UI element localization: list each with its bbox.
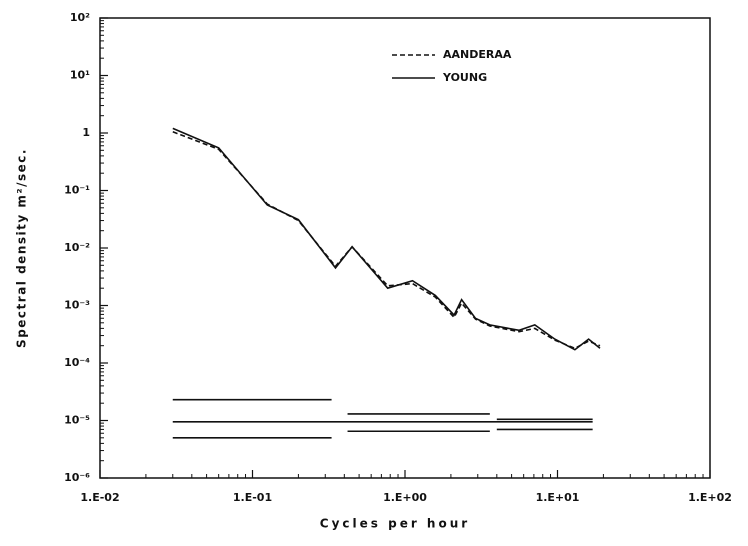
x-tick-label: 1.E+01 xyxy=(536,491,580,504)
y-tick-label: 10⁻⁵ xyxy=(64,414,90,427)
x-axis-label: Cycles per hour xyxy=(320,517,470,531)
y-tick-label: 10⁻³ xyxy=(64,299,90,312)
y-tick-label: 10⁻¹ xyxy=(64,184,90,197)
y-axis-label: Spectral density m²/sec. xyxy=(15,148,29,348)
y-tick-label: 1 xyxy=(82,126,90,139)
x-tick-label: 1.E-02 xyxy=(80,491,119,504)
series-line xyxy=(172,131,601,350)
series-line xyxy=(172,127,601,351)
y-tick-label: 10² xyxy=(70,11,90,24)
y-tick-label: 10⁻⁶ xyxy=(64,471,90,484)
x-tick-label: 1.E+02 xyxy=(688,491,732,504)
y-tick-label: 10⁻² xyxy=(64,241,90,254)
y-tick-label: 10¹ xyxy=(70,69,90,82)
x-tick-label: 1.E+00 xyxy=(383,491,427,504)
plot-frame xyxy=(99,17,711,479)
legend-label: AANDERAA xyxy=(443,48,512,61)
legend-label: YOUNG xyxy=(442,71,487,84)
y-tick-label: 10⁻⁴ xyxy=(64,356,90,369)
x-tick-label: 1.E-01 xyxy=(233,491,272,504)
